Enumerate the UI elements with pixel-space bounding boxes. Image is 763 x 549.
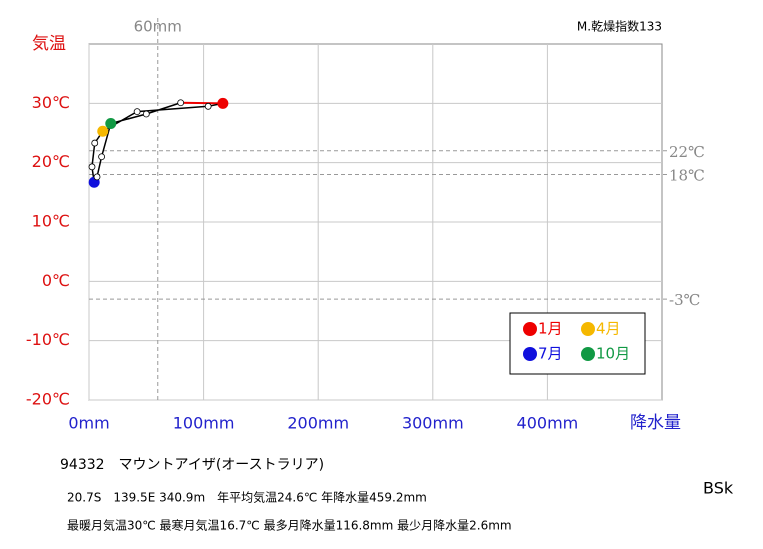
aridity-index: M.乾燥指数133 [577,19,662,34]
legend-label: 4月 [596,320,621,338]
x-tick-label: 200mm [287,414,349,433]
month-point [97,125,109,137]
legend-marker [523,347,537,361]
month-point [88,163,96,171]
ref-label: 18℃ [669,167,705,185]
month-point [105,118,117,130]
y-tick-label: 0℃ [42,271,70,290]
x-tick-label: 100mm [173,414,235,433]
month-point [98,153,106,161]
y-axis-label: 気温 [32,34,66,54]
climate-line [91,102,224,185]
month-point [177,99,185,107]
month-point [204,102,212,110]
month-point [133,108,141,116]
legend-marker [581,347,595,361]
station: 94332 マウントアイザ(オーストラリア) [60,457,324,473]
month-point [142,110,150,118]
ref-label: 22℃ [669,143,705,161]
climate-class: BSk [703,479,734,498]
month-point [217,97,229,109]
y-tick-label: 10℃ [32,212,70,231]
y-tick-label: -10℃ [26,330,70,349]
x-axis-label: 降水量 [630,413,681,433]
x-tick-label: 400mm [517,414,579,433]
y-tick-label: 30℃ [32,93,70,112]
closing-segment [180,101,223,105]
month-point [91,139,99,147]
y-tick-label: 20℃ [32,152,70,171]
x-tick-label: 300mm [402,414,464,433]
legend-marker [581,322,595,336]
info-line: 20.7S 139.5E 340.9m 年平均気温24.6℃ 年降水量459.2… [67,490,427,505]
ref-label: -3℃ [669,291,700,309]
legend-label: 7月 [538,345,563,363]
legend-label: 10月 [596,345,630,363]
month-point [93,173,101,181]
legend-marker [523,322,537,336]
y-tick-label: -20℃ [26,390,70,409]
legend-label: 1月 [538,320,563,338]
x-tick-label: 0mm [68,414,109,433]
ref-label: 60mm [134,18,182,36]
info-line: 最暖月気温30℃ 最寒月気温16.7℃ 最多月降水量116.8mm 最少月降水量… [67,518,512,533]
